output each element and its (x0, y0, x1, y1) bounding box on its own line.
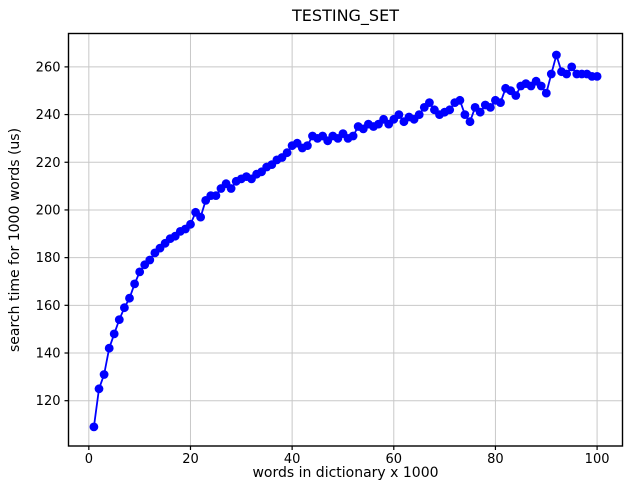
data-point-43 (303, 141, 312, 151)
data-point-7 (120, 303, 129, 313)
y-tick-label-140: 140 (36, 347, 61, 362)
data-point-67 (425, 98, 434, 107)
data-point-20 (186, 219, 195, 229)
x-tick-label-100: 100 (585, 452, 610, 467)
data-point-79 (486, 103, 495, 112)
data-point-89 (536, 81, 546, 91)
data-point-52 (348, 131, 358, 141)
data-point-6 (114, 315, 124, 324)
data-point-75 (465, 117, 475, 127)
x-tick-label-60: 60 (386, 452, 403, 467)
data-point-12 (145, 255, 155, 265)
y-tick-label-220: 220 (36, 156, 61, 171)
axes-frame (67, 32, 624, 447)
y-tick-label-120: 120 (36, 394, 61, 409)
data-point-91 (546, 69, 556, 79)
data-point-77 (475, 107, 485, 117)
y-tick-label-240: 240 (36, 108, 61, 123)
x-tick-label-0: 0 (85, 452, 93, 467)
x-tick-label-20: 20 (182, 452, 199, 467)
data-point-9 (130, 279, 140, 289)
data-point-5 (109, 329, 119, 339)
x-axis-label: words in dictionary x 1000 (252, 465, 439, 481)
y-tick-label-160: 160 (36, 299, 61, 314)
data-point-95 (567, 62, 577, 72)
data-point-84 (511, 91, 521, 100)
y-tick-label-260: 260 (36, 60, 61, 75)
data-point-92 (552, 50, 561, 60)
data-point-25 (211, 191, 221, 201)
data-point-94 (562, 69, 571, 79)
data-point-65 (414, 110, 424, 119)
data-point-3 (99, 370, 109, 379)
data-point-74 (460, 110, 470, 119)
data-point-90 (541, 88, 551, 98)
data-point-4 (104, 343, 114, 353)
data-point-1 (89, 422, 99, 432)
y-tick-label-180: 180 (36, 251, 61, 266)
data-point-81 (496, 98, 505, 107)
data-point-39 (282, 148, 292, 158)
y-axis-label: search time for 1000 words (us) (7, 127, 23, 352)
x-tick-label-40: 40 (284, 452, 301, 467)
data-point-2 (94, 384, 104, 394)
y-tick-label-200: 200 (36, 203, 61, 218)
data-point-22 (196, 212, 206, 222)
data-point-10 (135, 267, 145, 277)
data-point-28 (226, 184, 236, 193)
x-tick-label-80: 80 (487, 452, 504, 467)
chart-title: TESTING_SET (292, 6, 399, 25)
data-point-8 (125, 293, 134, 303)
data-point-71 (445, 105, 455, 115)
data-point-61 (394, 110, 404, 119)
data-point-73 (455, 95, 465, 105)
plot-area (68, 33, 623, 446)
data-point-100 (592, 72, 602, 81)
